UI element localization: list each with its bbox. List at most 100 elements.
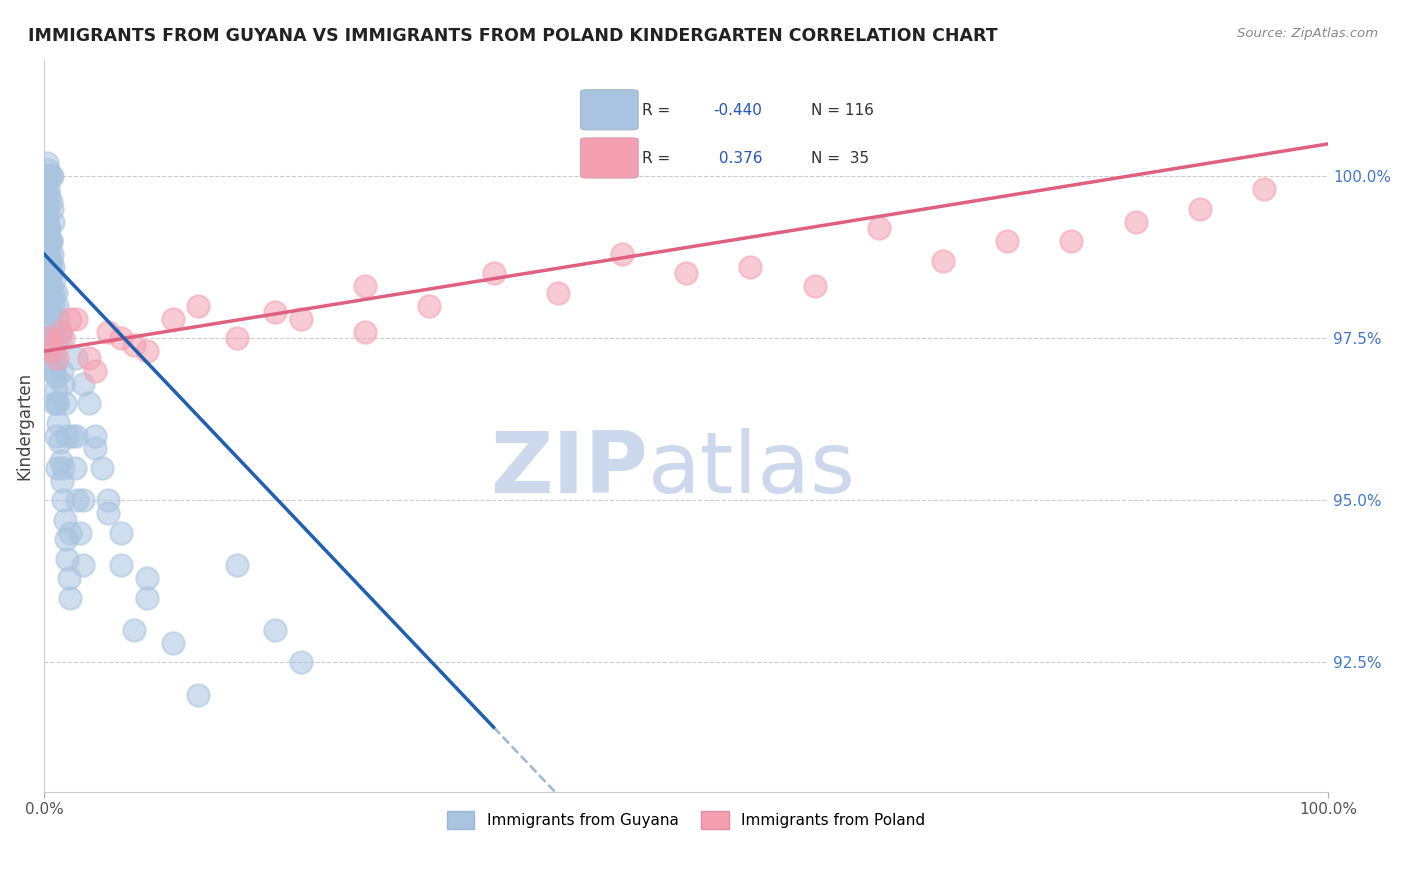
Point: [35, 202, 58, 216]
Point: [51, 474, 73, 488]
Point: [37, 221, 59, 235]
Point: [97, 506, 120, 520]
Point: [39, 325, 62, 339]
Point: [59, 591, 82, 605]
Point: [84, 442, 107, 456]
Point: [55, 532, 77, 546]
Point: [90, 461, 112, 475]
Point: [39, 279, 62, 293]
Point: [932, 253, 955, 268]
Point: [35, 202, 58, 216]
Point: [52, 461, 75, 475]
Point: [35, 195, 58, 210]
Point: [42, 364, 65, 378]
Point: [48, 331, 70, 345]
Point: [803, 279, 825, 293]
Point: [354, 325, 377, 339]
Point: [34, 195, 56, 210]
Point: [56, 428, 79, 442]
Point: [45, 428, 67, 442]
Point: [1253, 182, 1275, 196]
Point: [42, 214, 65, 228]
Point: [41, 169, 63, 184]
Point: [39, 338, 62, 352]
Point: [995, 234, 1018, 248]
Point: [97, 493, 120, 508]
Point: [39, 169, 62, 184]
Point: [42, 299, 65, 313]
Point: [868, 221, 890, 235]
Point: [44, 364, 66, 378]
Point: [162, 636, 184, 650]
Point: [41, 202, 63, 216]
Point: [34, 188, 56, 202]
Point: [41, 338, 63, 352]
Point: [42, 285, 65, 300]
Point: [46, 416, 69, 430]
Point: [37, 214, 59, 228]
Point: [162, 311, 184, 326]
Point: [37, 182, 59, 196]
Point: [65, 428, 87, 442]
Point: [38, 285, 60, 300]
Point: [35, 214, 58, 228]
Point: [37, 260, 59, 274]
Point: [35, 221, 58, 235]
Point: [45, 383, 67, 397]
Point: [46, 351, 69, 365]
Point: [110, 525, 132, 540]
Point: [35, 208, 58, 222]
Point: [48, 325, 70, 339]
Point: [35, 214, 58, 228]
Point: [675, 267, 697, 281]
Point: [38, 299, 60, 313]
Point: [35, 156, 58, 170]
Point: [41, 344, 63, 359]
Point: [41, 293, 63, 307]
Text: atlas: atlas: [648, 428, 856, 511]
Point: [39, 234, 62, 248]
Point: [42, 331, 65, 345]
Point: [122, 623, 145, 637]
Point: [38, 188, 60, 202]
Point: [59, 311, 82, 326]
Point: [38, 234, 60, 248]
Point: [290, 311, 312, 326]
Point: [41, 305, 63, 319]
Point: [65, 351, 87, 365]
Point: [39, 195, 62, 210]
Point: [290, 656, 312, 670]
Point: [77, 351, 100, 365]
Point: [740, 260, 762, 274]
Text: ZIP: ZIP: [489, 428, 648, 511]
Point: [38, 260, 60, 274]
Point: [110, 331, 132, 345]
Point: [41, 331, 63, 345]
Point: [418, 299, 440, 313]
Point: [48, 434, 70, 449]
Point: [34, 182, 56, 196]
Point: [39, 311, 62, 326]
Point: [38, 221, 60, 235]
Point: [69, 525, 91, 540]
Point: [42, 318, 65, 333]
Point: [610, 247, 633, 261]
Point: [37, 234, 59, 248]
Point: [264, 305, 287, 319]
Point: [225, 331, 247, 345]
Point: [63, 461, 86, 475]
Point: [53, 396, 76, 410]
Point: [482, 267, 505, 281]
Point: [34, 176, 56, 190]
Point: [225, 558, 247, 573]
Point: [42, 260, 65, 274]
Point: [135, 344, 157, 359]
Point: [187, 299, 209, 313]
Point: [1125, 214, 1147, 228]
Point: [46, 396, 69, 410]
Point: [51, 364, 73, 378]
Point: [84, 364, 107, 378]
Point: [39, 234, 62, 248]
Point: [135, 591, 157, 605]
Point: [264, 623, 287, 637]
